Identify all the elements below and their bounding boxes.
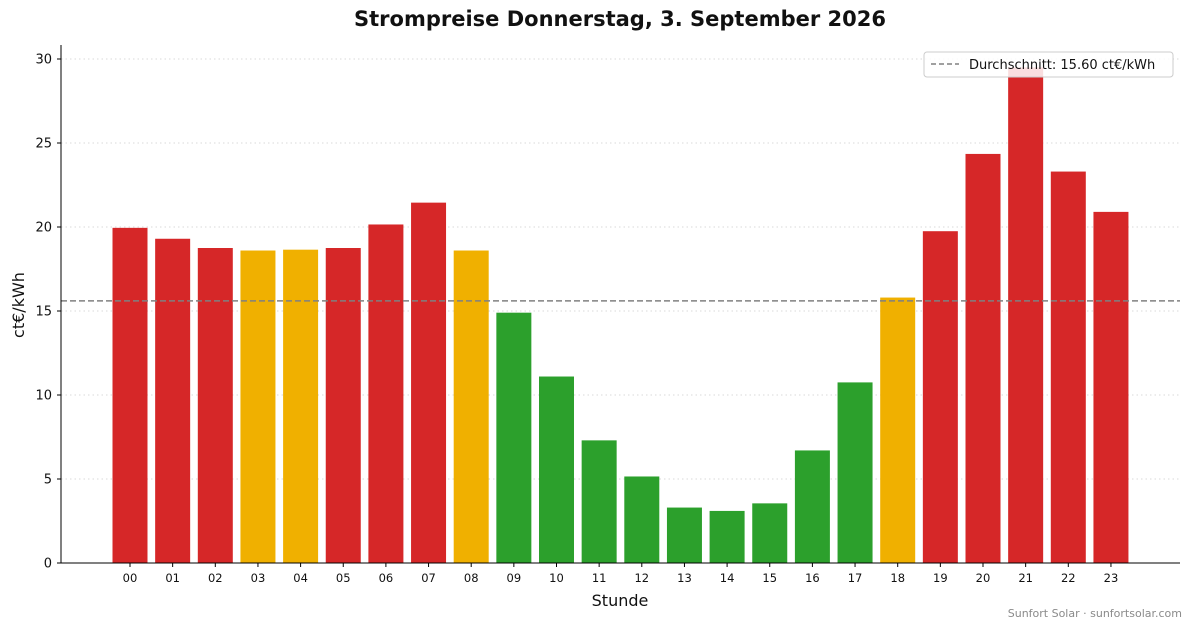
legend-box bbox=[923, 51, 1174, 78]
x-tick-label: 06 bbox=[379, 571, 394, 585]
y-tick-labels: 0 5 10 15 20 25 30 bbox=[35, 53, 61, 572]
legend: Durchschnitt: 15.60 ct€/kWh bbox=[923, 51, 1174, 78]
bar-hour-10 bbox=[539, 376, 574, 563]
bars-group bbox=[112, 67, 1129, 564]
bar-hour-12 bbox=[624, 476, 660, 563]
x-tick-labels: 00 01 02 03 04 05 06 07 08 09 10 11 12 13 14 15 16 17 18 19… bbox=[123, 563, 1119, 585]
x-tick-label: 01 bbox=[165, 571, 180, 585]
x-tick-label: 09 bbox=[507, 571, 522, 585]
bar-hour-14 bbox=[709, 510, 745, 563]
x-tick-label: 15 bbox=[762, 571, 777, 585]
bar-hour-19 bbox=[922, 231, 958, 563]
x-tick-label: 00 bbox=[123, 571, 138, 585]
y-tick-label: 30 bbox=[35, 53, 52, 68]
bar-hour-08 bbox=[453, 250, 489, 563]
x-tick-label: 17 bbox=[848, 571, 863, 585]
bar-hour-22 bbox=[1050, 171, 1086, 563]
x-tick-label: 14 bbox=[720, 571, 735, 585]
x-tick-label: 03 bbox=[251, 571, 266, 585]
footer-credit: Sunfort Solar · sunfortsolar.com bbox=[1008, 607, 1182, 620]
x-tick-label: 23 bbox=[1104, 571, 1119, 585]
x-tick-label: 05 bbox=[336, 571, 351, 585]
x-tick-label: 18 bbox=[890, 571, 905, 585]
x-tick-label: 10 bbox=[549, 571, 564, 585]
bar-hour-07 bbox=[411, 202, 447, 563]
bar-hour-23 bbox=[1093, 211, 1129, 563]
x-tick-label: 07 bbox=[421, 571, 436, 585]
x-tick-label: 04 bbox=[293, 571, 308, 585]
bar-hour-13 bbox=[666, 507, 702, 563]
bar-hour-04 bbox=[283, 249, 319, 563]
bar-hour-05 bbox=[325, 248, 361, 563]
x-tick-label: 02 bbox=[208, 571, 223, 585]
bar-hour-21 bbox=[1008, 67, 1044, 564]
y-tick-label: 15 bbox=[35, 305, 52, 320]
x-tick-label: 21 bbox=[1018, 571, 1033, 585]
bar-hour-15 bbox=[752, 503, 788, 563]
bar-hour-17 bbox=[837, 382, 873, 563]
chart-title: Strompreise Donnerstag, 3. September 202… bbox=[354, 7, 886, 31]
bar-hour-02 bbox=[197, 248, 233, 563]
y-tick-label: 10 bbox=[35, 389, 52, 404]
y-tick-label: 25 bbox=[35, 137, 52, 152]
bar-hour-01 bbox=[155, 238, 191, 563]
x-tick-label: 13 bbox=[677, 571, 692, 585]
bar-hour-06 bbox=[368, 224, 404, 564]
bar-hour-18 bbox=[880, 297, 916, 563]
x-axis-label: Stunde bbox=[592, 591, 649, 610]
y-tick-label: 20 bbox=[35, 221, 52, 236]
bar-hour-03 bbox=[240, 250, 276, 563]
y-axis-label: ct€/kWh bbox=[9, 272, 28, 338]
bar-hour-11 bbox=[581, 440, 617, 563]
bar-hour-20 bbox=[965, 153, 1001, 564]
x-tick-label: 12 bbox=[634, 571, 649, 585]
x-tick-label: 11 bbox=[592, 571, 607, 585]
legend-average-label: Durchschnitt: 15.60 ct€/kWh bbox=[969, 58, 1155, 73]
x-tick-label: 20 bbox=[976, 571, 991, 585]
bar-hour-16 bbox=[794, 450, 830, 563]
y-tick-label: 0 bbox=[44, 557, 52, 572]
x-tick-label: 19 bbox=[933, 571, 948, 585]
y-tick-label: 5 bbox=[44, 473, 52, 488]
x-tick-label: 16 bbox=[805, 571, 820, 585]
bar-hour-09 bbox=[496, 312, 532, 563]
x-tick-label: 08 bbox=[464, 571, 479, 585]
x-tick-label: 22 bbox=[1061, 571, 1076, 585]
bar-hour-00 bbox=[112, 227, 148, 563]
